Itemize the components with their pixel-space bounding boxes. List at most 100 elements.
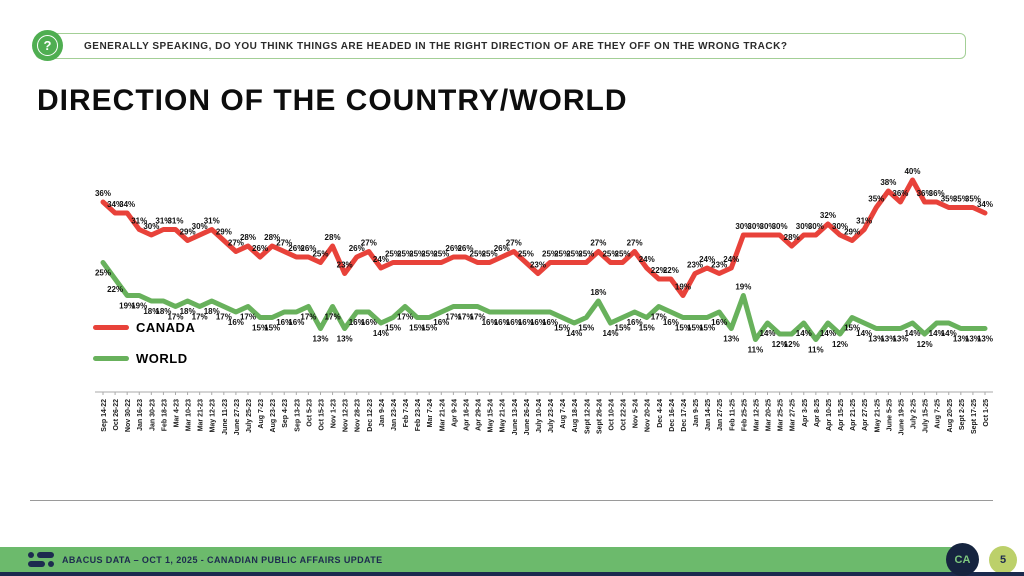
legend-label-canada: CANADA — [136, 320, 196, 335]
svg-text:Sept 2-25: Sept 2-25 — [959, 399, 966, 430]
svg-text:30%: 30% — [747, 222, 763, 231]
svg-text:Sep 4-23: Sep 4-23 — [282, 399, 289, 428]
svg-text:16%: 16% — [494, 318, 510, 327]
svg-text:Oct 10-24: Oct 10-24 — [608, 399, 615, 431]
svg-text:15%: 15% — [615, 324, 631, 333]
svg-text:Apr 29-24: Apr 29-24 — [476, 399, 483, 431]
svg-text:13%: 13% — [312, 335, 328, 344]
svg-text:Mar 25-25: Mar 25-25 — [778, 399, 785, 431]
svg-text:15%: 15% — [844, 324, 860, 333]
svg-text:Mar 20-25: Mar 20-25 — [766, 399, 773, 431]
svg-text:17%: 17% — [457, 313, 473, 322]
svg-text:16%: 16% — [530, 318, 546, 327]
svg-text:18%: 18% — [590, 288, 606, 297]
svg-text:Dec 12-23: Dec 12-23 — [367, 399, 374, 432]
svg-text:23%: 23% — [687, 261, 703, 270]
svg-text:Feb 7-24: Feb 7-24 — [403, 399, 410, 428]
svg-text:29%: 29% — [844, 228, 860, 237]
footer-bar: ABACUS DATA – OCT 1, 2025 - CANADIAN PUB… — [0, 547, 978, 573]
svg-text:Sept 12-24: Sept 12-24 — [584, 399, 591, 434]
svg-text:June 27-23: June 27-23 — [234, 399, 241, 435]
svg-text:Aug 20-25: Aug 20-25 — [947, 399, 954, 433]
svg-text:July 25-23: July 25-23 — [246, 399, 253, 433]
svg-text:19%: 19% — [735, 283, 751, 292]
svg-text:25%: 25% — [518, 250, 534, 259]
svg-text:12%: 12% — [917, 340, 933, 349]
svg-text:Aug 7-24: Aug 7-24 — [560, 399, 567, 429]
legend-item-world: WORLD — [93, 351, 188, 366]
svg-text:14%: 14% — [760, 329, 776, 338]
svg-text:24%: 24% — [723, 255, 739, 264]
svg-text:Aug 23-23: Aug 23-23 — [270, 399, 277, 433]
bottom-strip — [0, 572, 1024, 576]
svg-text:31%: 31% — [204, 217, 220, 226]
svg-text:Jan 9-24: Jan 9-24 — [379, 399, 386, 427]
svg-text:17%: 17% — [300, 313, 316, 322]
svg-text:36%: 36% — [892, 189, 908, 198]
svg-text:14%: 14% — [602, 329, 618, 338]
svg-text:18%: 18% — [204, 307, 220, 316]
svg-text:June 13-24: June 13-24 — [512, 399, 519, 435]
svg-text:Jan 27-25: Jan 27-25 — [717, 399, 724, 431]
svg-text:23%: 23% — [530, 261, 546, 270]
svg-text:31%: 31% — [856, 217, 872, 226]
svg-text:28%: 28% — [784, 233, 800, 242]
svg-text:30%: 30% — [735, 222, 751, 231]
footer-divider — [30, 500, 993, 501]
svg-text:16%: 16% — [288, 318, 304, 327]
svg-text:Aug 7-25: Aug 7-25 — [935, 399, 942, 429]
svg-text:30%: 30% — [143, 222, 159, 231]
svg-text:14%: 14% — [929, 329, 945, 338]
svg-text:25%: 25% — [385, 250, 401, 259]
svg-text:22%: 22% — [651, 266, 667, 275]
footer-text: ABACUS DATA – OCT 1, 2025 - CANADIAN PUB… — [62, 555, 383, 565]
legend-item-canada: CANADA — [93, 320, 195, 335]
svg-text:16%: 16% — [518, 318, 534, 327]
svg-text:22%: 22% — [107, 285, 123, 294]
svg-text:25%: 25% — [421, 250, 437, 259]
svg-text:19%: 19% — [131, 302, 147, 311]
svg-text:Apr 16-24: Apr 16-24 — [463, 399, 470, 431]
svg-text:14%: 14% — [566, 329, 582, 338]
svg-text:Sept 17-25: Sept 17-25 — [971, 399, 978, 434]
svg-text:Feb 18-23: Feb 18-23 — [161, 399, 168, 431]
svg-text:18%: 18% — [180, 307, 196, 316]
svg-text:30%: 30% — [760, 222, 776, 231]
svg-text:27%: 27% — [506, 239, 522, 248]
svg-text:25%: 25% — [95, 269, 111, 278]
svg-text:26%: 26% — [252, 244, 268, 253]
svg-text:Oct 22-24: Oct 22-24 — [621, 399, 628, 431]
svg-text:14%: 14% — [856, 329, 872, 338]
svg-text:35%: 35% — [953, 195, 969, 204]
svg-text:Dec 4-24: Dec 4-24 — [657, 399, 664, 428]
svg-text:17%: 17% — [445, 313, 461, 322]
svg-text:17%: 17% — [192, 313, 208, 322]
svg-text:16%: 16% — [228, 318, 244, 327]
svg-text:32%: 32% — [820, 211, 836, 220]
svg-text:Jan 30-23: Jan 30-23 — [149, 399, 156, 431]
svg-text:22%: 22% — [663, 266, 679, 275]
svg-text:13%: 13% — [892, 335, 908, 344]
svg-text:14%: 14% — [941, 329, 957, 338]
svg-text:34%: 34% — [107, 200, 123, 209]
svg-text:Jan 14-25: Jan 14-25 — [705, 399, 712, 431]
svg-text:Aug 18-24: Aug 18-24 — [572, 399, 579, 433]
svg-text:Nov 20-24: Nov 20-24 — [645, 399, 652, 432]
svg-text:Feb 25-25: Feb 25-25 — [741, 399, 748, 431]
question-icon: ? — [32, 30, 63, 61]
svg-text:Apr 10-25: Apr 10-25 — [826, 399, 833, 431]
svg-text:25%: 25% — [615, 250, 631, 259]
svg-text:May 21-25: May 21-25 — [874, 399, 881, 433]
svg-text:Mar 27-25: Mar 27-25 — [790, 399, 797, 431]
svg-text:Sep 14-22: Sep 14-22 — [101, 399, 108, 432]
svg-text:Apr 27-25: Apr 27-25 — [862, 399, 869, 431]
page-title: DIRECTION OF THE COUNTRY/WORLD — [37, 84, 628, 117]
svg-text:31%: 31% — [155, 217, 171, 226]
svg-text:38%: 38% — [880, 178, 896, 187]
svg-text:Apr 8-25: Apr 8-25 — [814, 399, 821, 427]
svg-text:15%: 15% — [409, 324, 425, 333]
svg-text:June 11-23: June 11-23 — [222, 399, 229, 435]
svg-text:Mar 4-23: Mar 4-23 — [173, 399, 180, 428]
svg-text:30%: 30% — [772, 222, 788, 231]
